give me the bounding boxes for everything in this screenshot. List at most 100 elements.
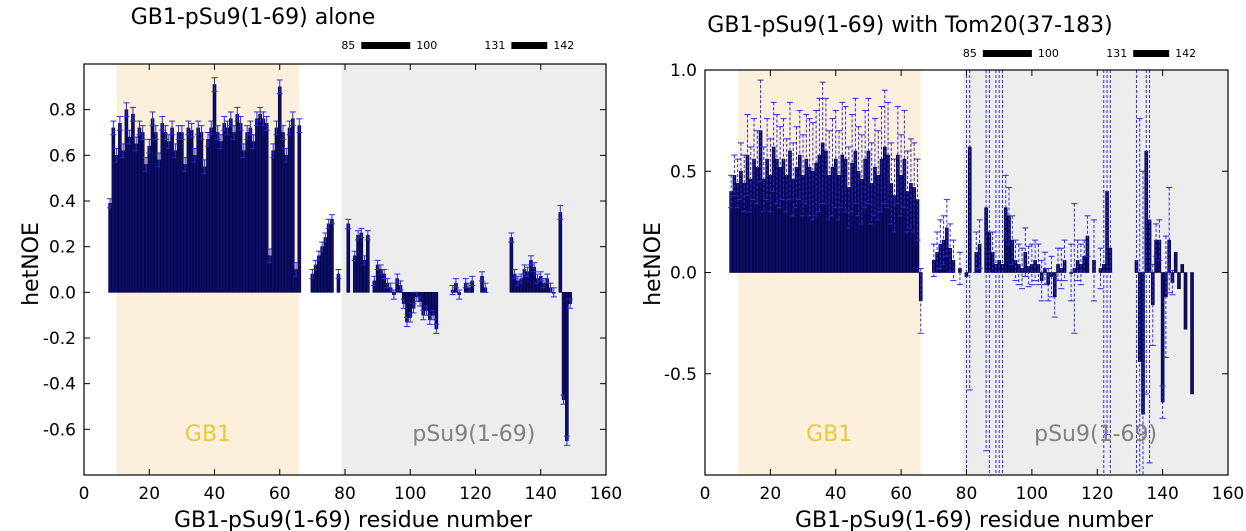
p1-bar-48	[238, 123, 243, 293]
p1-errorbar-47	[234, 106, 241, 122]
p2-bar-145	[1177, 272, 1181, 290]
p2-bar-9	[732, 175, 737, 273]
p1-errorbar-33	[188, 122, 195, 138]
p1-bar-44	[225, 127, 230, 293]
p1-errorbar-13	[123, 102, 130, 118]
p2-bar-66	[918, 272, 923, 302]
p1-bar-55	[261, 118, 266, 293]
p1-errorbar-56	[263, 116, 270, 131]
p1-errorbar-137	[527, 255, 534, 266]
panel2-ylabel: hetNOE	[641, 222, 666, 306]
p1-xtick-label-20: 20	[138, 484, 160, 504]
p1-errorbar-123	[482, 282, 489, 293]
p2-errorbar-101	[1032, 239, 1039, 282]
p2-errorbar-97	[1019, 247, 1026, 290]
p2-region-label-0: GB1	[806, 422, 852, 447]
p2-errorbar-91	[999, 70, 1006, 475]
p1-errorbar-138	[531, 262, 538, 273]
p1-bar-12	[121, 150, 125, 293]
p2-region-label-1: pSu9(1-69)	[1034, 422, 1157, 447]
p1-bar-22	[153, 132, 158, 293]
p1-bar-49	[242, 150, 246, 293]
p1-errorbar-22	[152, 125, 159, 140]
p1-xtick-label-100: 100	[394, 484, 426, 504]
p1-bar-108	[434, 292, 439, 330]
p2-errorbar-102	[1035, 243, 1042, 286]
p2-errorbar-135	[1143, 70, 1150, 395]
p2-bar-144	[1173, 251, 1178, 273]
p1-bar-29	[176, 132, 181, 293]
p2-bar-44	[847, 187, 851, 273]
p1-bar-37	[202, 166, 207, 293]
p1-bar-33	[189, 129, 194, 293]
p1-segment-start-1: 131	[484, 39, 505, 52]
p1-segment-bar-1	[511, 42, 548, 49]
p1-bar-27	[170, 127, 174, 293]
panel2-xlabel: GB1-pSu9(1-69) residue number	[795, 508, 1154, 531]
p2-errorbar-110	[1061, 239, 1068, 282]
p2-errorbar-99	[1025, 245, 1032, 288]
p2-xtick-label-160: 160	[1212, 484, 1244, 504]
p2-errorbar-109	[1058, 247, 1065, 290]
p2-errorbar-86	[983, 70, 990, 452]
p1-bar-11	[118, 123, 122, 293]
p2-errorbar-95	[1012, 239, 1019, 282]
p1-bar-19	[144, 164, 148, 293]
p2-errorbar-115	[1077, 243, 1084, 286]
p2-errorbar-133	[1136, 118, 1143, 475]
p1-bar-76	[330, 218, 334, 293]
p1-bar-147	[561, 292, 566, 400]
p1-errorbar-27	[169, 120, 176, 136]
p1-bar-52	[251, 141, 256, 293]
p2-errorbar-117	[1084, 215, 1091, 257]
p1-errorbar-61	[280, 125, 287, 140]
p1-bar-14	[127, 136, 132, 293]
p1-bar-87	[366, 234, 370, 293]
p2-errorbar-105	[1045, 267, 1052, 302]
p1-ytick-label-6: -0.4	[43, 375, 76, 395]
p2-errorbar-121	[1097, 247, 1104, 290]
p1-errorbar-114	[452, 278, 459, 289]
p2-bar-21	[771, 146, 776, 273]
p2-xtick-label-40: 40	[825, 484, 847, 504]
p1-bar-9	[111, 127, 116, 293]
p2-bar-146	[1180, 264, 1185, 273]
p1-bar-38	[206, 139, 210, 293]
p2-errorbar-142	[1166, 186, 1173, 294]
p2-errorbar-66	[917, 267, 924, 334]
p2-plot-area	[728, 70, 1228, 475]
p1-plot-area	[107, 64, 606, 475]
p2-errorbar-139	[1156, 219, 1163, 261]
p2-errorbar-81	[966, 70, 973, 391]
p1-bar-18	[140, 132, 145, 293]
p2-bar-48	[860, 179, 864, 273]
p2-bar-33	[811, 170, 815, 273]
p1-bar-15	[131, 113, 135, 293]
p2-errorbar-119	[1090, 219, 1097, 302]
p1-errorbar-81	[345, 218, 352, 229]
p2-errorbar-136	[1146, 70, 1153, 464]
p2-xtick-label-60: 60	[890, 484, 912, 504]
p2-errorbar-124	[1107, 70, 1114, 475]
p1-region-label-1: pSu9(1-69)	[412, 422, 535, 447]
p2-errorbar-103	[1038, 259, 1045, 302]
p2-errorbar-100	[1028, 243, 1035, 286]
panel2-plot: GB1 pSu9(1-69) 0 20 40 60 80 100 120 140 160 1.0 0.5…	[664, 47, 1244, 504]
p1-bar-45	[229, 118, 233, 293]
p2-xtick-label-80: 80	[956, 484, 978, 504]
p1-bar-8	[108, 202, 112, 293]
p1-bar-66	[297, 125, 302, 293]
p1-bar-50	[245, 132, 249, 293]
p2-segment-bar-1	[1133, 50, 1170, 57]
p1-errorbar-64	[289, 111, 296, 127]
p1-bar-58	[271, 150, 276, 293]
p1-errorbar-119	[469, 275, 476, 286]
p1-errorbar-18	[139, 125, 146, 140]
p1-bar-41	[215, 132, 220, 293]
p1-errorbar-41	[214, 125, 221, 140]
p2-ytick-label-0: 1.0	[670, 61, 697, 81]
p1-bar-81	[346, 223, 351, 293]
p1-errorbar-36	[198, 125, 205, 140]
p2-errorbar-90	[996, 70, 1003, 475]
p2-bar-35	[817, 154, 822, 273]
